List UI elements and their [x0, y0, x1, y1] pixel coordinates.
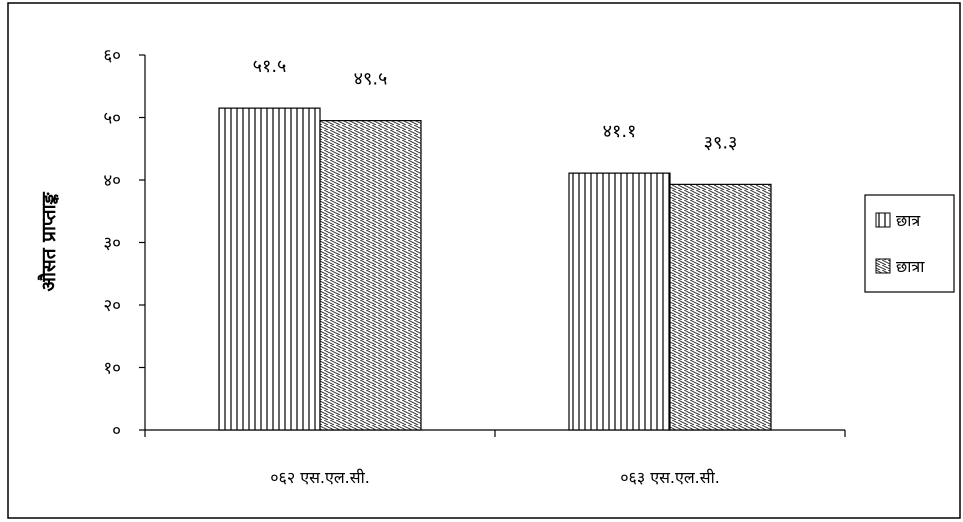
y-tick-label: ३०	[103, 234, 121, 254]
legend-swatch-chhatra-female	[875, 258, 891, 274]
bar-series-1-cat-0	[319, 120, 422, 431]
data-label: ३९.३	[704, 132, 738, 153]
data-label: ४१.१	[603, 121, 637, 142]
x-tick-label: ०६३ एस.एल.सी.	[620, 468, 720, 487]
legend: छात्र छात्रा	[864, 194, 955, 293]
chart-border	[7, 2, 961, 519]
y-tick-label: ०	[112, 421, 121, 441]
data-label: ४९.५	[354, 69, 388, 90]
data-label: ५१.५	[253, 56, 287, 77]
y-tick-label: ४०	[103, 171, 121, 191]
bar-series-1-cat-1	[669, 183, 772, 431]
legend-box	[864, 194, 955, 293]
y-axis-label: औसत प्राप्ताङ्क	[37, 191, 60, 291]
y-tick-label: ५०	[103, 109, 121, 129]
legend-label-chhatra-female: छात्रा	[896, 257, 925, 276]
legend-swatch-chhatra	[875, 212, 891, 228]
bar-series-0-cat-0	[218, 107, 321, 431]
y-tick-label: १०	[103, 359, 121, 379]
legend-label-chhatra: छात्र	[896, 211, 921, 230]
x-tick-label: ०६२ एस.एल.सी.	[270, 468, 370, 487]
y-tick-label: २०	[103, 296, 121, 316]
bar-series-0-cat-1	[568, 172, 671, 431]
plot-area: ० १० २० ३० ४० ५० ६० ५१.५ ४९.५ ०६२ एस.एल.सी. ४१.१ ३९…	[103, 46, 846, 487]
y-tick-label: ६०	[103, 46, 121, 66]
